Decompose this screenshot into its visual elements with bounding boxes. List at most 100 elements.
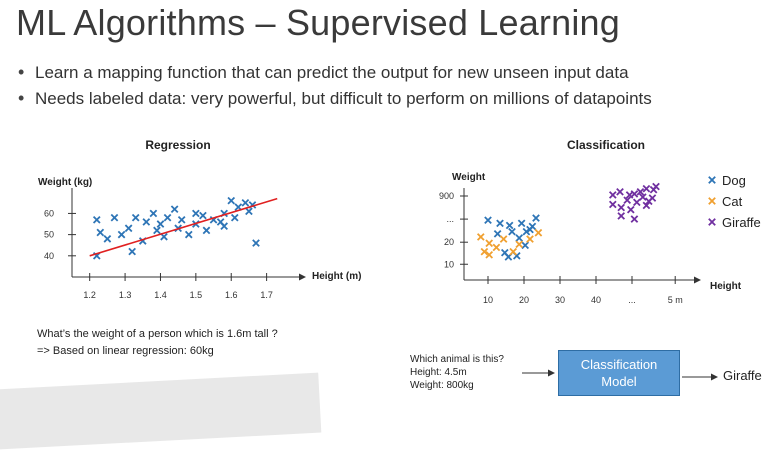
data-point [192,209,200,218]
data-point-giraffe [636,187,645,196]
data-point-giraffe [630,215,639,223]
data-point [184,230,193,239]
classification-chart: Classification Weight Height 10 20 30 40...… [439,138,761,305]
bullet-icon: • [18,62,25,82]
data-point-giraffe [617,212,626,220]
data-point-dog [505,221,514,230]
x-tick-label: 1.4 [154,290,167,300]
data-point [96,228,105,237]
data-point-dog [528,222,537,231]
legend-marker-dog [708,176,716,184]
data-point [170,205,179,214]
question-text: What’s the weight of a person which is 1… [37,328,278,340]
legend-label-dog: Dog [722,173,746,188]
data-point-cat [534,228,543,237]
y-tick-label: 900 [439,191,454,201]
y-tick-label: 20 [444,237,454,247]
classification-title: Classification [567,138,645,152]
data-point-giraffe [626,205,635,214]
data-point-cat [485,250,494,259]
data-point [103,235,112,243]
regression-chart: Regression Weight (kg) Height (m) 1.2 1.3… [38,138,361,300]
data-point [245,207,253,216]
regression-fit-line [89,197,278,257]
data-point-dog [532,214,540,222]
classification-points [476,182,660,261]
classification-model-box: Classification Model [558,350,680,396]
y-tick-label: 50 [44,230,54,240]
y-tick-label: 10 [444,259,454,269]
data-point [124,224,133,233]
data-point-dog [493,229,502,238]
input-height: Height: 4.5m [410,367,467,378]
data-point [199,211,207,220]
y-tick-label: 60 [44,208,54,218]
regression-y-label: Weight (kg) [38,177,92,188]
bullet-text: Needs labeled data: very powerful, but d… [35,89,652,108]
data-point [177,215,186,224]
data-point [156,220,165,228]
x-tick-label: 40 [591,295,601,305]
classification-y-label: Weight [452,172,486,183]
data-point [220,222,228,230]
regression-ticks: 1.2 1.3 1.4 1.5 1.6 1.7 60 50 40 [44,208,273,300]
data-point-dog [515,234,524,242]
data-point-giraffe [608,200,617,209]
data-point [163,213,172,222]
data-point [149,209,158,218]
regression-x-label: Height (m) [312,271,361,282]
data-point-giraffe [630,190,639,198]
data-point-giraffe [642,201,651,210]
model-label-line1: Classification [580,357,658,372]
data-point [202,226,211,235]
data-point-giraffe [623,196,632,205]
data-point-cat [485,239,494,248]
data-point [117,230,126,239]
data-point-giraffe [617,203,626,212]
legend-marker-giraffe [708,218,716,226]
bullet-icon: • [18,88,25,108]
data-point [241,198,250,207]
data-point-dog [517,219,526,228]
regression-points [92,196,260,260]
data-point-giraffe [638,193,647,201]
data-point-dog [508,227,516,236]
regression-title: Regression [145,138,210,152]
data-point-giraffe [608,191,617,199]
data-point [128,247,136,256]
data-point [227,196,236,205]
y-tick-label: 40 [44,251,54,261]
x-tick-label: 1.3 [119,290,132,300]
data-point-cat [526,235,534,243]
classification-legend: Dog Cat Giraffe [708,173,761,230]
data-point [153,226,161,235]
classification-output: Giraffe [723,368,762,383]
legend-label-cat: Cat [722,194,743,209]
data-point-cat [492,243,501,252]
data-point [92,215,101,224]
answer-text: => Based on linear regression: 60kg [37,345,214,357]
legend-marker-cat [708,197,716,205]
data-point-giraffe [652,182,660,191]
x-tick-label: 30 [555,295,565,305]
bullet-list: • Learn a mapping function that can pred… [18,62,652,114]
bullet-text: Learn a mapping function that can predic… [35,63,629,82]
data-point [131,213,140,222]
data-point-dog [521,241,530,250]
data-point-cat [476,233,485,241]
bullet-item: • Needs labeled data: very powerful, but… [18,88,652,114]
data-point-dog [522,227,531,236]
data-point-giraffe [632,198,641,207]
y-tick-label: ... [446,214,454,224]
data-point-cat [499,235,508,243]
x-tick-label: 1.2 [83,290,96,300]
data-point-giraffe [648,194,657,202]
classification-x-label: Height [710,281,742,292]
figures-canvas: Regression Weight (kg) Height (m) 1.2 1.3… [38,138,761,381]
input-question: Which animal is this? [410,354,504,365]
data-point-giraffe [642,184,651,193]
x-tick-label: ... [628,295,636,305]
x-tick-label: 1.6 [225,290,238,300]
data-point-dog [484,216,492,224]
data-point [110,213,119,222]
